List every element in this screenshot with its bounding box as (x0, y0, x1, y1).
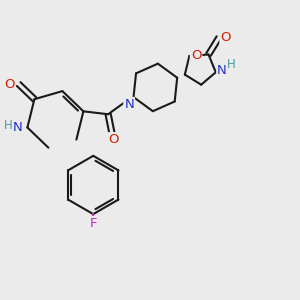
Text: O: O (4, 77, 14, 91)
Text: F: F (89, 217, 97, 230)
Text: O: O (220, 31, 231, 44)
Text: H: H (4, 119, 12, 132)
Text: N: N (124, 98, 134, 111)
Text: O: O (191, 50, 201, 62)
Text: H: H (227, 58, 236, 70)
Text: N: N (12, 121, 22, 134)
Text: N: N (217, 64, 227, 77)
Text: O: O (109, 133, 119, 146)
